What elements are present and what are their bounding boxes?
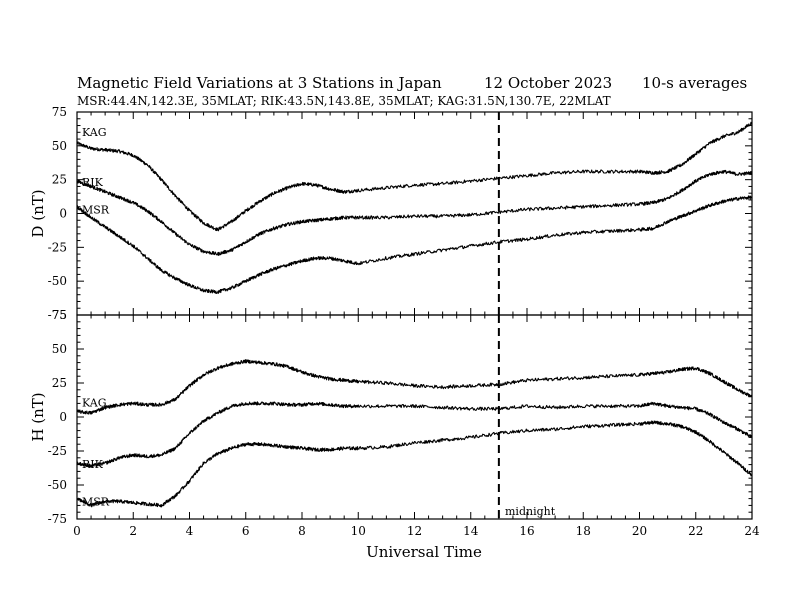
- x-tick-label: 12: [407, 524, 422, 538]
- y-axis-label: D (nT): [29, 189, 47, 237]
- panels: 75 50 25 0 -25 -50 -75 D (nT) KAG RIK MSR 75 50 25 0 -2…: [29, 105, 760, 538]
- series-line-rik: [76, 401, 753, 468]
- y-tick-label: 0: [59, 410, 67, 424]
- series-line-rik: [76, 169, 753, 256]
- series-line-kag: [76, 121, 753, 232]
- series-label-kag: KAG: [82, 126, 107, 139]
- x-tick-label: 16: [519, 524, 534, 538]
- x-tick-label: 6: [242, 524, 250, 538]
- series-line-msr: [76, 195, 753, 295]
- x-tick-label: 2: [129, 524, 137, 538]
- series-label-rik: RIK: [82, 176, 104, 189]
- y-tick-label: -25: [48, 444, 67, 458]
- panel-d: 75 50 25 0 -25 -50 -75 D (nT) KAG RIK MSR: [29, 105, 753, 322]
- x-tick-label: 24: [744, 524, 760, 538]
- x-tick-label: 4: [186, 524, 194, 538]
- y-tick-label: 50: [52, 342, 67, 356]
- y-tick-label: -25: [48, 240, 67, 254]
- y-tick-label: 25: [52, 173, 67, 187]
- x-tick-label: 20: [632, 524, 647, 538]
- y-tick-label: -50: [48, 274, 67, 288]
- y-tick-label: 0: [59, 207, 67, 221]
- chart-date: 12 October 2023: [484, 74, 612, 92]
- y-tick-label: 75: [52, 308, 67, 322]
- series-line-msr: [76, 420, 753, 508]
- x-tick-label: 10: [351, 524, 366, 538]
- y-tick-label: 50: [52, 139, 67, 153]
- x-tick-label: 22: [688, 524, 703, 538]
- y-tick-label: 75: [52, 105, 67, 119]
- y-tick-label: 25: [52, 376, 67, 390]
- x-tick-label: 14: [463, 524, 479, 538]
- stations-info: MSR:44.4N,142.3E, 35MLAT; RIK:43.5N,143.…: [77, 94, 611, 108]
- x-axis-label: Universal Time: [366, 543, 482, 561]
- y-tick-label: -75: [48, 512, 67, 526]
- x-tick-label: 0: [73, 524, 81, 538]
- series-label-msr: MSR: [82, 204, 110, 217]
- panel-frame: [76, 111, 753, 316]
- series-label-rik: RIK: [82, 458, 104, 471]
- series-label-kag: KAG: [82, 397, 107, 410]
- series-label-msr: MSR: [82, 496, 110, 509]
- y-tick-label: -50: [48, 478, 67, 492]
- series-line-kag: [76, 359, 753, 415]
- y-tick-label: -75: [48, 308, 67, 322]
- midnight-label: midnight: [505, 505, 556, 518]
- panel-frame: [76, 314, 753, 520]
- y-axis-label: H (nT): [29, 392, 47, 441]
- x-tick-label: 18: [576, 524, 591, 538]
- chart-title: Magnetic Field Variations at 3 Stations …: [77, 74, 442, 92]
- averaging-note: 10-s averages: [642, 74, 747, 92]
- x-tick-label: 8: [298, 524, 306, 538]
